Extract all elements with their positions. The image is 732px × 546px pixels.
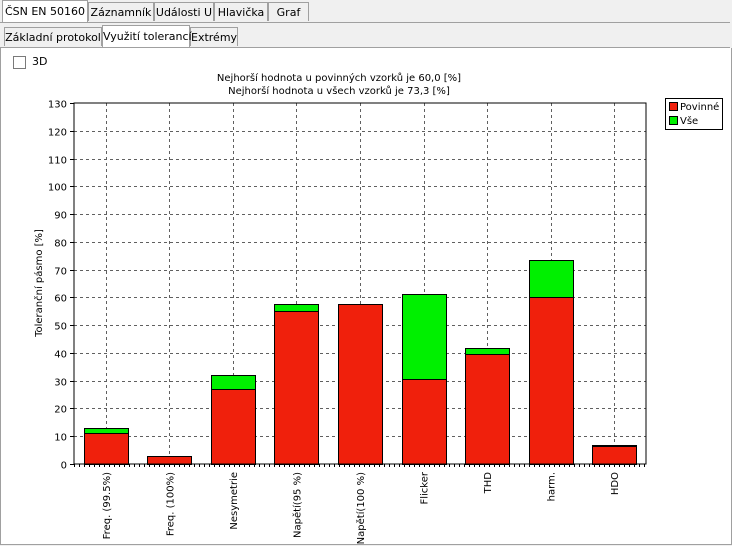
y-tick-label: 100 <box>48 183 67 194</box>
bar-vse-0 <box>84 428 129 434</box>
x-category-label: Freq. (99.5%) <box>102 472 113 539</box>
y-tick-label: 20 <box>54 405 67 416</box>
y-tick-label: 10 <box>54 433 67 444</box>
tab-zaznamnik[interactable]: Záznamník <box>88 2 154 21</box>
bar-vse-6 <box>465 348 510 355</box>
bar-povinne-3 <box>274 311 319 465</box>
chart-title-line-2: Nejhorší hodnota u všech vzorků je 73,3 … <box>228 85 450 97</box>
x-category-label: THD <box>483 472 494 495</box>
bar-vse-2 <box>211 375 256 390</box>
y-tick-label: 80 <box>54 239 67 250</box>
tab-udalosti-u[interactable]: Události U <box>154 2 214 21</box>
bar-vse-7 <box>529 260 574 298</box>
y-axis-label: Toleranční pásmo [%] <box>33 229 45 338</box>
bar-vse-3 <box>274 304 319 312</box>
bar-povinne-6 <box>465 354 510 465</box>
x-category-label: harm. <box>547 472 558 501</box>
bar-povinne-8 <box>592 446 637 465</box>
tab-row-divider <box>0 22 730 23</box>
bar-povinne-1 <box>147 456 192 465</box>
bars-layer <box>84 260 637 465</box>
legend-swatch-povinne <box>669 102 678 111</box>
legend-label-vse: Vše <box>680 115 698 127</box>
y-tick-label: 90 <box>54 211 67 222</box>
y-tick-label: 30 <box>54 378 67 389</box>
bar-vse-5 <box>402 294 447 380</box>
legend: Povinné Vše <box>665 98 723 130</box>
bar-povinne-0 <box>84 433 129 465</box>
tab-vyuziti-toleranci[interactable]: Využití tolerancí <box>102 25 192 47</box>
bar-povinne-4 <box>338 304 383 465</box>
axis-layer: 0 10 20 30 40 50 60 70 80 90 100 110 120 130 Freq. (99… <box>48 100 645 544</box>
bar-povinne-5 <box>402 379 447 465</box>
y-tick-label: 60 <box>54 294 67 305</box>
legend-swatch-vse <box>669 116 678 125</box>
x-category-label: Freq. (100%) <box>165 472 176 536</box>
x-category-label: HDO <box>610 472 621 495</box>
x-category-label: Napětí(100 %) <box>355 472 367 544</box>
3d-checkbox-label: 3D <box>32 55 48 68</box>
y-tick-label: 70 <box>54 267 67 278</box>
y-tick-label: 0 <box>61 461 67 472</box>
x-category-label: Flicker <box>420 471 431 504</box>
legend-label-povinne: Povinné <box>680 101 719 113</box>
y-tick-label: 120 <box>48 128 67 139</box>
y-tick-label: 50 <box>54 322 67 333</box>
tab-graf[interactable]: Graf <box>268 2 309 21</box>
tab-extremy[interactable]: Extrémy <box>190 27 238 46</box>
tab-csn-en-50160[interactable]: ČSN EN 50160 <box>2 0 88 22</box>
y-tick-label: 40 <box>54 350 67 361</box>
chart-title-line-1: Nejhorší hodnota u povinných vzorků je 6… <box>217 72 461 84</box>
y-tick-label: 130 <box>48 100 67 111</box>
tab-hlavicka[interactable]: Hlavička <box>214 2 268 21</box>
x-category-label: Napětí(95 %) <box>291 472 303 538</box>
subtab-row-divider <box>0 47 730 48</box>
3d-checkbox[interactable] <box>13 56 26 69</box>
tab-zakladni-protokol[interactable]: Základní protokol <box>4 27 102 46</box>
bar-povinne-7 <box>529 297 574 465</box>
x-category-label: Nesymetrie <box>229 472 240 530</box>
y-tick-label: 110 <box>48 156 67 167</box>
bar-povinne-2 <box>211 389 256 465</box>
